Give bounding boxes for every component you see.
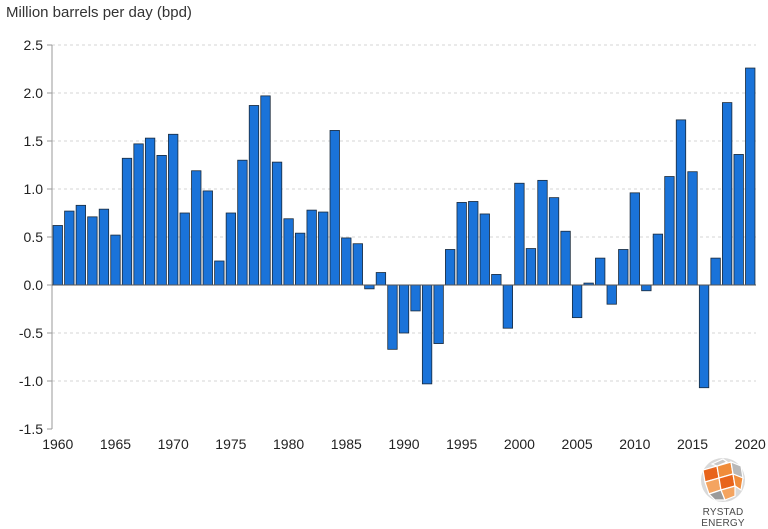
- bar-1986: [352, 243, 363, 286]
- bar-1987: [364, 284, 375, 290]
- logo-text: RYSTAD ENERGY: [701, 507, 745, 529]
- bar-1973: [202, 190, 213, 286]
- bar-2002: [537, 179, 548, 286]
- bar-2015: [687, 171, 698, 286]
- bar-2012: [652, 233, 664, 286]
- bar-1978: [260, 95, 271, 286]
- y-axis-label: Million barrels per day (bpd): [6, 4, 192, 21]
- y-tick-label: 2.5: [24, 37, 44, 53]
- x-tick-label: 2015: [677, 436, 708, 452]
- bar-1988: [375, 272, 387, 286]
- bar-1975: [225, 212, 237, 286]
- bar-1998: [491, 274, 502, 286]
- bar-2018: [722, 102, 733, 286]
- bar-1961: [64, 210, 75, 286]
- x-tick-label: 1965: [100, 436, 131, 452]
- bar-1980: [283, 218, 294, 286]
- bar-1977: [248, 105, 260, 286]
- x-tick-label: 2005: [562, 436, 593, 452]
- bar-2014: [675, 119, 687, 286]
- bar-2020: [745, 67, 756, 286]
- bar-1968: [144, 137, 156, 286]
- bar-2013: [664, 176, 675, 286]
- bar-1996: [468, 201, 479, 286]
- y-tick-label: 0.5: [24, 229, 44, 245]
- bar-1965: [110, 234, 121, 286]
- bar-1997: [479, 213, 490, 286]
- x-tick-label: 1970: [158, 436, 189, 452]
- bar-1972: [191, 170, 202, 286]
- bar-1983: [318, 211, 329, 286]
- y-tick-label: 1.0: [24, 181, 44, 197]
- bar-1990: [398, 284, 410, 334]
- bar-2007: [595, 257, 606, 286]
- bar-2010: [629, 192, 640, 286]
- bar-1999: [502, 284, 514, 329]
- bar-1984: [329, 130, 340, 286]
- bar-1969: [156, 154, 167, 286]
- x-tick-label: 2010: [619, 436, 650, 452]
- bar-2003: [548, 197, 560, 286]
- x-tick-label: 2020: [735, 436, 766, 452]
- bar-2016: [698, 284, 710, 389]
- bar-1964: [98, 208, 110, 286]
- bar-2019: [733, 154, 744, 286]
- x-tick-label: 1985: [331, 436, 362, 452]
- x-tick-label: 1975: [215, 436, 246, 452]
- bar-1982: [306, 209, 317, 286]
- bar-1985: [341, 237, 352, 286]
- y-tick-label: -0.5: [19, 325, 43, 341]
- bar-1967: [133, 143, 144, 286]
- bar-1960: [52, 225, 63, 286]
- bar-1971: [179, 212, 190, 286]
- x-tick-label: 1995: [446, 436, 477, 452]
- y-tick-label: 2.0: [24, 85, 44, 101]
- bar-1963: [87, 216, 98, 286]
- bar-1970: [168, 133, 179, 286]
- y-tick-label: 1.5: [24, 133, 44, 149]
- bar-1962: [75, 204, 86, 286]
- bar-2008: [606, 284, 617, 305]
- bar-2001: [525, 248, 537, 286]
- bar-1993: [433, 284, 444, 344]
- bar-2004: [560, 230, 571, 286]
- bar-1994: [445, 249, 456, 286]
- bar-1974: [214, 260, 225, 286]
- bar-2009: [618, 249, 629, 286]
- bar-1992: [421, 284, 433, 385]
- bar-1991: [410, 284, 421, 312]
- x-tick-label: 1990: [388, 436, 419, 452]
- y-tick-label: -1.0: [19, 373, 43, 389]
- rystad-logo: RYSTAD ENERGY: [683, 452, 763, 529]
- bar-1995: [456, 202, 467, 286]
- bar-1989: [387, 284, 398, 350]
- bar-1966: [121, 157, 133, 286]
- bar-2017: [710, 257, 721, 286]
- logo-icon: [701, 458, 745, 502]
- bar-1976: [237, 159, 248, 286]
- bar-1981: [294, 232, 306, 286]
- y-tick-label: 0.0: [24, 277, 44, 293]
- y-tick-label: -1.5: [19, 421, 43, 437]
- bar-1979: [271, 161, 283, 286]
- x-tick-label: 1960: [42, 436, 73, 452]
- bar-2011: [641, 284, 652, 292]
- x-tick-label: 2000: [504, 436, 535, 452]
- bar-2000: [514, 182, 525, 286]
- bar-2005: [571, 284, 583, 319]
- x-tick-label: 1980: [273, 436, 304, 452]
